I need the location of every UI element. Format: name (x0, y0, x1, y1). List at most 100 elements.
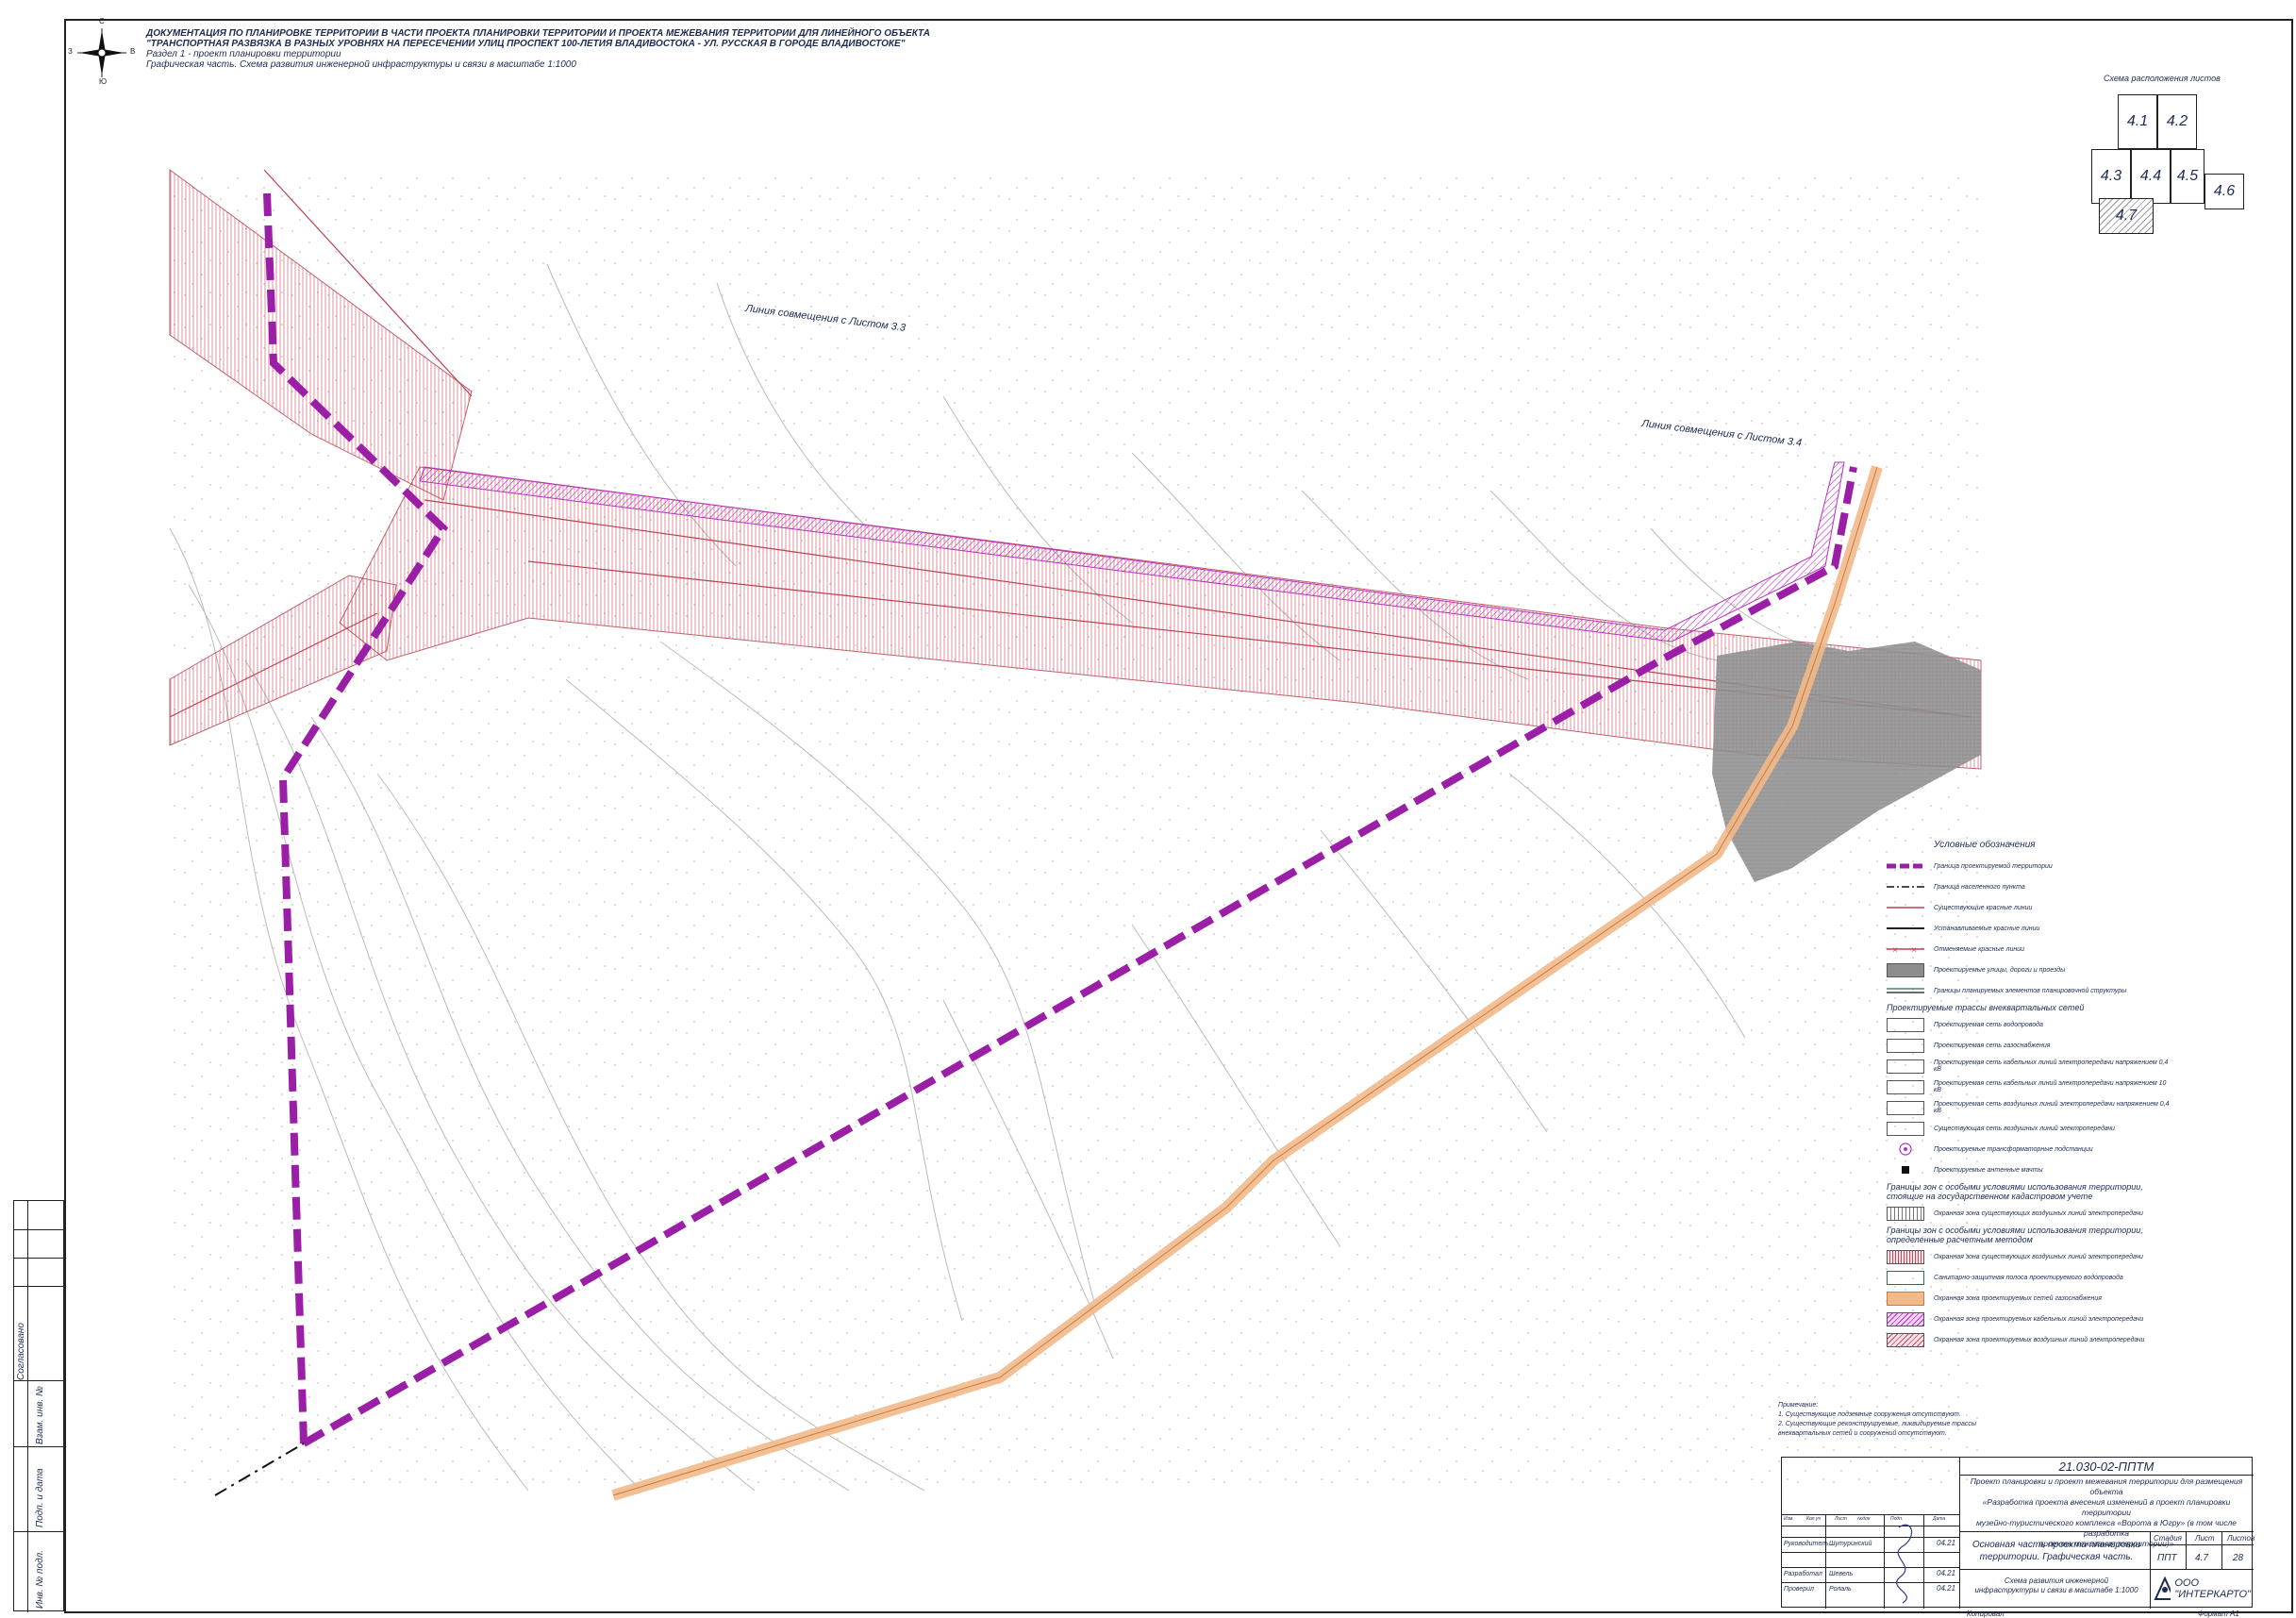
legend-item: Проектируемая сеть водопровода (1887, 1014, 2170, 1035)
legend-item: Охранная зона проектируемых кабельных ли… (1887, 1309, 2170, 1329)
document-header: ДОКУМЕНТАЦИЯ ПО ПЛАНИРОВКЕ ТЕРРИТОРИИ В … (146, 28, 1090, 70)
red-line-symbol-icon (1887, 901, 1924, 915)
legend-group-cadastral: Границы зон с особыми условиями использо… (1887, 1182, 2143, 1201)
header-line-3: Раздел 1 - проект планировки территории (146, 49, 341, 59)
cable-zone-symbol-icon (1887, 1311, 1924, 1326)
key-plan-sheet: 4.4 (2131, 149, 2171, 204)
role-date: 04.21 (1937, 1584, 1956, 1593)
header-line-2: "ТРАНСПОРТНАЯ РАЗВЯЗКА В РАЗНЫХ УРОВНЯХ … (146, 39, 906, 49)
copied-label: Копировал (1967, 1610, 2005, 1618)
role: Руководитель (1784, 1541, 1829, 1547)
role-name: Ролаль (1829, 1586, 1852, 1593)
compass-e: В (130, 47, 136, 56)
project-boundary (263, 192, 1857, 1447)
key-plan-sheet: 4.1 (2118, 94, 2157, 149)
col-header: Подп. (1890, 1516, 1904, 1522)
sheets-value: 28 (2233, 1553, 2244, 1563)
key-plan-sheet: 4.5 (2171, 149, 2204, 204)
project-description: Проект планировки и проект межевания тер… (1970, 1476, 2243, 1548)
col-header: Дата (1933, 1516, 1946, 1522)
zone-existing-symbol-icon (1887, 1206, 1924, 1221)
key-plan-current-sheet: 4.7 (2099, 198, 2154, 234)
legend-item: × × Отменяемые красные линии (1887, 939, 2170, 959)
water-symbol-icon (1887, 1017, 1924, 1032)
company: ООО "ИНТЕРКАРТО" (2154, 1576, 2254, 1601)
legend-item: Проектируемые улицы, дороги и проезды (1887, 959, 2170, 980)
substation-symbol-icon (1887, 1142, 1924, 1157)
stage-header: Стадия (2154, 1534, 2182, 1543)
col-header: Кол.уч (1806, 1516, 1821, 1522)
svg-text:×: × (1911, 945, 1917, 956)
cable-04-symbol-icon (1887, 1059, 1924, 1074)
title-block: 21.030-02-ППТМ Проект планировки и проек… (1781, 1457, 2255, 1609)
legend-group-calculated: Границы зон с особыми условиями использо… (1887, 1226, 2143, 1244)
company-logo-icon (2154, 1576, 2171, 1600)
road-symbol-icon (1887, 962, 1924, 977)
inv-orig-label: Инв. № подл. (35, 1549, 45, 1609)
legend-item: Проектируемая сеть кабельных линий элект… (1887, 1056, 2170, 1076)
overhead-zone-symbol-icon (1887, 1332, 1924, 1347)
inv-replace-label: Взам. инв. № (35, 1386, 45, 1444)
col-header: Изм. (1784, 1516, 1794, 1522)
sheets-header: Листов (2227, 1534, 2255, 1543)
legend-item: Проектируемая сеть воздушных линий элект… (1887, 1097, 2170, 1118)
legend-item: Граница населенного пункта (1887, 876, 2170, 897)
legend-item: Проектируемая сеть газоснабжения (1887, 1035, 2170, 1056)
role-name: Шевель (1829, 1571, 1854, 1577)
overhead-04-symbol-icon (1887, 1100, 1924, 1115)
stage-value: ППТ (2157, 1553, 2177, 1563)
legend-item: Граница проектируемой территории (1887, 856, 2170, 876)
notes: Примечание: 1. Существующие подземные со… (1778, 1402, 1976, 1437)
compass-n: С (99, 17, 105, 25)
legend-item: Существующие красные линии (1887, 897, 2170, 918)
gas-zone-symbol-icon (1887, 1291, 1924, 1306)
cancelled-line-symbol-icon: × × (1887, 942, 1924, 957)
legend-item: Устанавливаемые красные линии (1887, 918, 2170, 939)
sheet-frame (64, 19, 2293, 1613)
zone-calc-symbol-icon (1887, 1249, 1924, 1264)
role: Разработал (1784, 1571, 1822, 1577)
legend-item: Охранная зона проектируемых воздушных ли… (1887, 1329, 2170, 1350)
legend-item: Проектируемая сеть кабельных линий элект… (1887, 1076, 2170, 1097)
legend-item: Проектируемые антенные мачты (1887, 1159, 2170, 1180)
cable-line-zone (419, 461, 1845, 642)
legend: Условные обозначения Граница проектируем… (1887, 840, 2170, 1350)
legend-item: Существующая сеть воздушных линий электр… (1887, 1118, 2170, 1139)
header-line-1: ДОКУМЕНТАЦИЯ ПО ПЛАНИРОВКЕ ТЕРРИТОРИИ В … (146, 28, 930, 39)
cable-10-symbol-icon (1887, 1079, 1924, 1094)
format-label: Формат А1 (2198, 1610, 2239, 1618)
key-plan-sheet: 4.3 (2091, 149, 2131, 204)
sheet-header: Лист (2195, 1534, 2215, 1543)
boundary-symbol-icon (1887, 859, 1924, 874)
legend-item: Санитарно-защитная полоса проектируемого… (1887, 1267, 2170, 1288)
gas-pipeline (612, 466, 1878, 1496)
svg-text:×: × (1892, 945, 1898, 956)
settlement-boundary (214, 1443, 305, 1496)
key-plan-sheet: 4.2 (2157, 94, 2197, 149)
role: Проверил (1784, 1586, 1814, 1593)
settlement-symbol-icon (1887, 880, 1924, 894)
key-plan-sheet: 4.6 (2204, 174, 2244, 209)
gas-symbol-icon (1887, 1038, 1924, 1053)
agreed-label: Согласовано (16, 1323, 26, 1380)
sheet-title: Схема развития инженерной инфраструктуры … (1974, 1576, 2138, 1594)
overhead-existing-symbol-icon (1887, 1121, 1924, 1136)
protection-zone-upper (169, 169, 473, 501)
north-arrow-icon: С Ю З В (68, 17, 135, 86)
sign-date-label: Подп. и дата (35, 1468, 45, 1527)
role-name: Шутуринский (1829, 1541, 1872, 1547)
side-approval-box: Согласовано Взам. инв. № Подп. и дата Ин… (13, 1200, 65, 1612)
key-plan-title: Схема расположения листов (2104, 74, 2221, 83)
role-date: 04.21 (1937, 1539, 1956, 1547)
document-code: 21.030-02-ППТМ (2058, 1460, 2155, 1474)
structure-symbol-icon (1887, 984, 1924, 998)
compass-s: Ю (99, 77, 108, 86)
sanitary-zone-symbol-icon (1887, 1270, 1924, 1285)
legend-item: Охранная зона проектируемых сетей газосн… (1887, 1288, 2170, 1309)
compass-w: З (68, 47, 73, 56)
legend-group-networks: Проектируемые трассы внеквартальных сете… (1887, 1003, 2085, 1012)
legend-item: Границы планируемых элементов планировоч… (1887, 980, 2170, 1001)
projected-road (1712, 642, 1981, 882)
new-red-line-symbol-icon (1887, 922, 1924, 936)
